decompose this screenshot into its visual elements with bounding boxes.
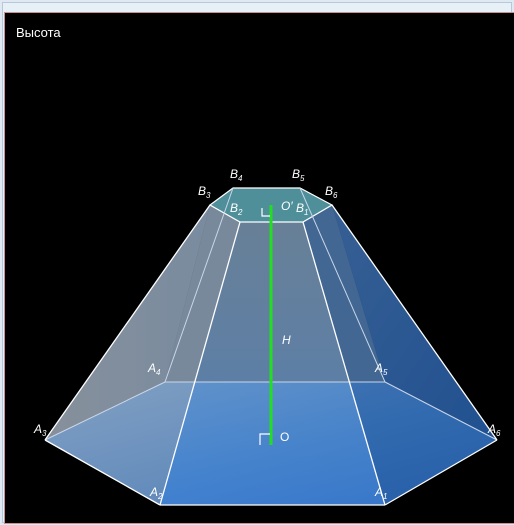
label-H: H [282,333,291,347]
label-B2: B2 [230,201,243,217]
label-A5: A5 [374,361,388,377]
label-B3: B3 [198,184,211,200]
label-A6: A6 [487,422,501,438]
hidden-edges [44,187,498,441]
right-angle-mark-top [261,208,270,217]
label-B1: B1 [296,201,308,217]
label-B4: B4 [230,167,243,183]
front-face-right [303,205,497,505]
label-B5: B5 [292,167,305,183]
label-A1: A1 [374,485,387,501]
label-O: O [280,430,289,444]
front-face-left [45,205,240,505]
visible-edges [44,204,498,506]
label-A2: A2 [149,485,163,501]
label-O-prime: O′ [281,199,293,213]
label-A3: A3 [33,422,47,438]
right-angle-mark-bottom [259,433,270,445]
label-B6: B6 [325,184,338,200]
panel-title: Высота [16,25,61,40]
label-A4: A4 [147,361,161,377]
